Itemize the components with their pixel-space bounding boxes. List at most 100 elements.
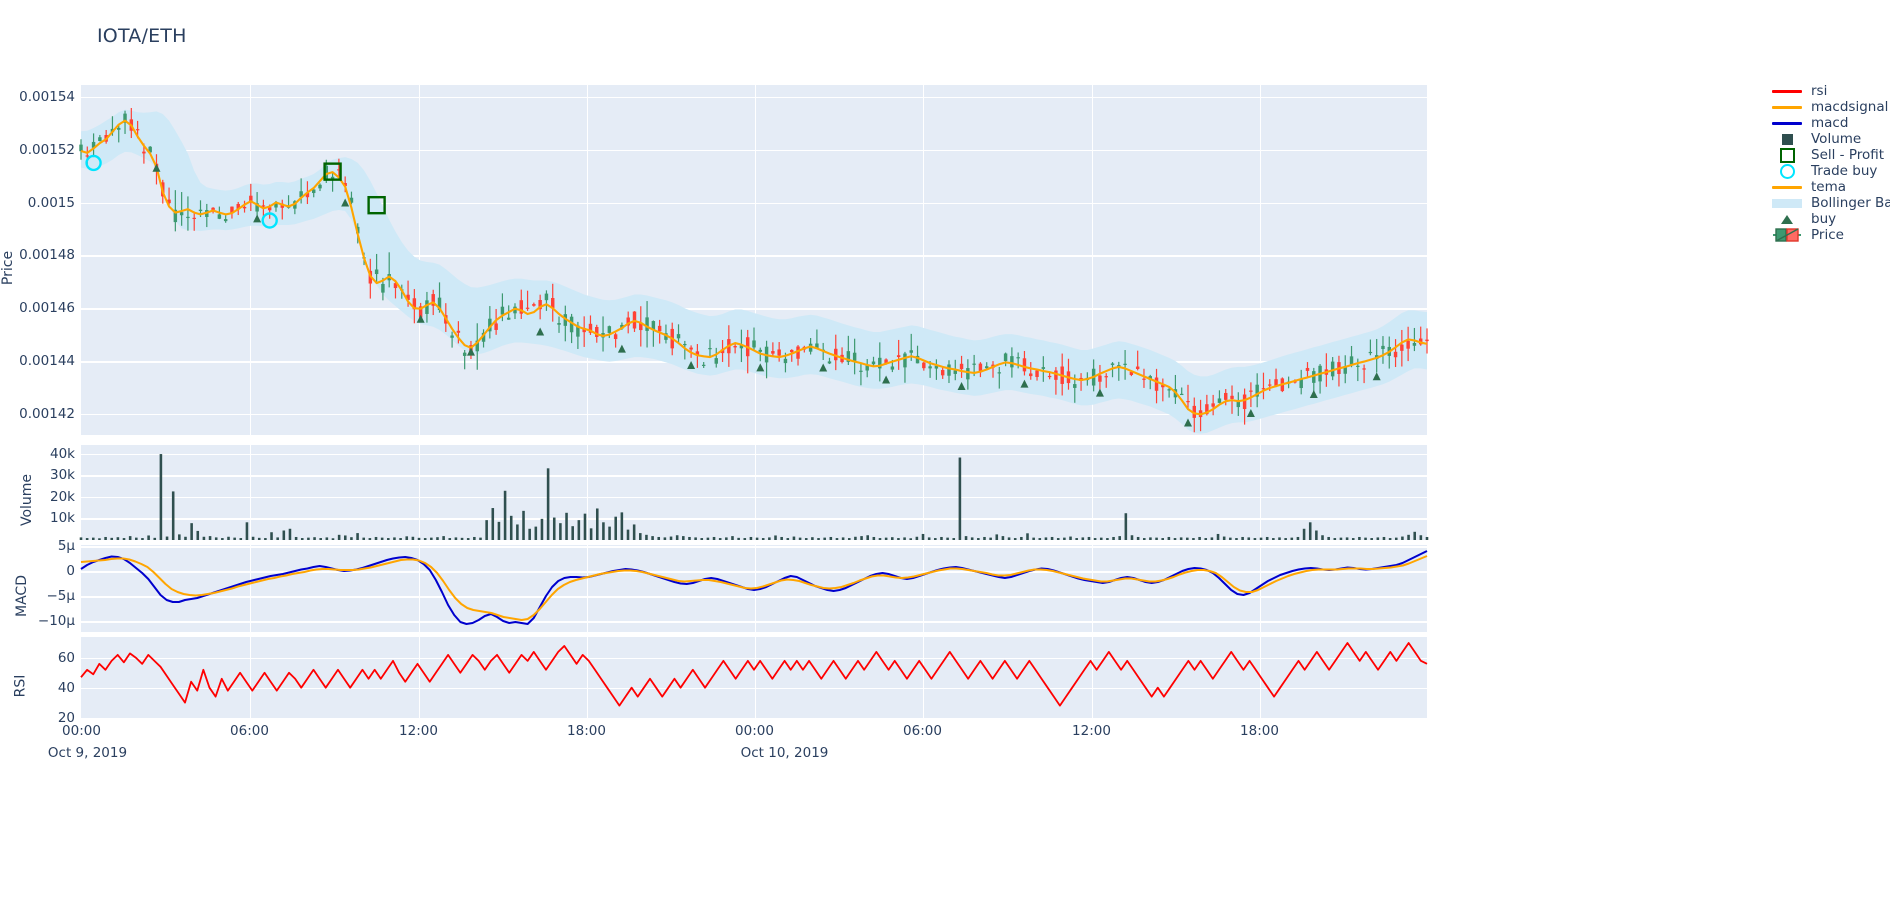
legend-item-label: rsi: [1811, 83, 1828, 99]
buy-marker: [882, 375, 891, 384]
volume-bar: [847, 538, 851, 540]
price-candlestick: [997, 366, 1002, 389]
buy-marker: [687, 360, 696, 369]
x-axis-group-label: Oct 9, 2019: [47, 745, 128, 761]
legend-item-trade-buy[interactable]: Trade buy: [1769, 163, 1890, 179]
price-candlestick: [91, 133, 96, 158]
gridline-horizontal: [81, 308, 1427, 310]
volume-bar: [1106, 538, 1109, 540]
volume-bar: [940, 536, 943, 540]
legend-item-volume[interactable]: Volume: [1769, 131, 1890, 147]
volume-bar: [934, 538, 937, 540]
volume-bar: [989, 537, 992, 540]
volume-bar: [694, 537, 697, 540]
price-candlestick: [569, 313, 574, 344]
volume-bar: [1161, 538, 1165, 540]
price-candlestick: [1104, 373, 1108, 388]
legend-item-bollinger-band[interactable]: Bollinger Band: [1769, 195, 1890, 211]
gridline-vertical: [1259, 445, 1261, 540]
volume-bar: [1358, 536, 1361, 540]
price-candlestick: [519, 289, 524, 319]
volume-bar: [509, 515, 513, 540]
volume-bar: [350, 537, 353, 540]
volume-bar: [1001, 536, 1005, 540]
volume-bar: [675, 535, 679, 540]
price-candlestick: [827, 357, 832, 365]
gridline-vertical: [418, 445, 420, 540]
volume-bar: [405, 536, 409, 540]
volume-bar: [208, 536, 212, 540]
price-candlestick: [249, 183, 253, 212]
gridline-vertical: [249, 85, 251, 435]
price-candlestick: [1305, 362, 1310, 378]
volume-bar: [1044, 537, 1048, 540]
volume-bar: [460, 537, 464, 540]
volume-bar: [1204, 538, 1208, 540]
price-candlestick: [1274, 368, 1278, 388]
volume-bar: [632, 524, 636, 540]
volume-bar: [153, 537, 157, 540]
legend-item-tema[interactable]: tema: [1769, 179, 1890, 195]
volume-bar: [1345, 537, 1349, 540]
price-candlestick: [1299, 369, 1303, 395]
macd-chart-panel[interactable]: [80, 545, 1428, 632]
y-axis-tick-label: 0: [66, 563, 75, 579]
legend-item-rsi[interactable]: rsi: [1769, 83, 1890, 99]
volume-bar: [257, 537, 261, 540]
volume-bar: [792, 536, 796, 540]
volume-bar: [380, 537, 384, 540]
legend-item-buy[interactable]: buy: [1769, 211, 1890, 227]
legend-symbol-triangle: [1769, 214, 1805, 224]
volume-bar: [854, 536, 857, 540]
volume-bar: [1315, 530, 1318, 540]
rsi-chart-panel[interactable]: [80, 637, 1428, 719]
gridline-horizontal: [81, 621, 1427, 623]
x-axis-tick-label: 06:00: [230, 723, 269, 739]
volume-bar: [466, 538, 470, 540]
volume-bar: [964, 536, 968, 540]
gridline-vertical: [249, 637, 251, 719]
chart-legend[interactable]: rsi macdsignal macd Volume Sell - Profit Trad…: [1769, 83, 1890, 243]
volume-bar: [165, 536, 169, 540]
gridline-vertical: [922, 637, 924, 719]
legend-symbol-square: [1769, 133, 1805, 145]
price-candlestick: [223, 215, 228, 223]
rsi-line: [80, 642, 1428, 707]
volume-bar: [952, 538, 956, 540]
price-candlestick: [1400, 329, 1404, 367]
price-candlestick: [1330, 357, 1335, 381]
price-candlestick: [871, 356, 876, 367]
volume-bar: [1351, 538, 1355, 540]
volume-bar: [214, 537, 218, 540]
legend-item-macd[interactable]: macd: [1769, 115, 1890, 131]
volume-bar: [171, 491, 175, 540]
y-axis-tick-label: 20k: [50, 488, 75, 505]
price-candlestick: [790, 349, 794, 362]
volume-bar: [196, 530, 200, 540]
price-candlestick: [934, 359, 939, 380]
volume-bar: [731, 536, 734, 540]
volume-bar: [743, 538, 747, 540]
volume-bar: [970, 537, 974, 540]
legend-symbol-square-open: [1769, 147, 1805, 163]
volume-bar: [866, 535, 869, 540]
legend-item-sell-profit[interactable]: Sell - Profit: [1769, 147, 1890, 163]
legend-item-label: buy: [1811, 211, 1837, 227]
gridline-horizontal: [81, 202, 1427, 205]
volume-bar: [1099, 537, 1103, 540]
volume-bar: [823, 537, 826, 540]
volume-bar: [571, 526, 574, 540]
legend-item-macdsignal[interactable]: macdsignal: [1769, 99, 1890, 115]
price-candlestick: [544, 290, 549, 311]
price-candlestick: [374, 253, 379, 284]
volume-bar: [657, 536, 661, 540]
volume-bar: [1032, 537, 1035, 540]
volume-chart-panel[interactable]: [79, 445, 1429, 540]
volume-bar: [921, 533, 925, 540]
buy-marker: [341, 198, 350, 207]
legend-item-price[interactable]: Price: [1769, 227, 1890, 243]
price-chart-panel[interactable]: [79, 85, 1429, 435]
buy-marker: [253, 214, 262, 223]
volume-bar: [135, 537, 138, 540]
price-candlestick: [1236, 392, 1241, 416]
